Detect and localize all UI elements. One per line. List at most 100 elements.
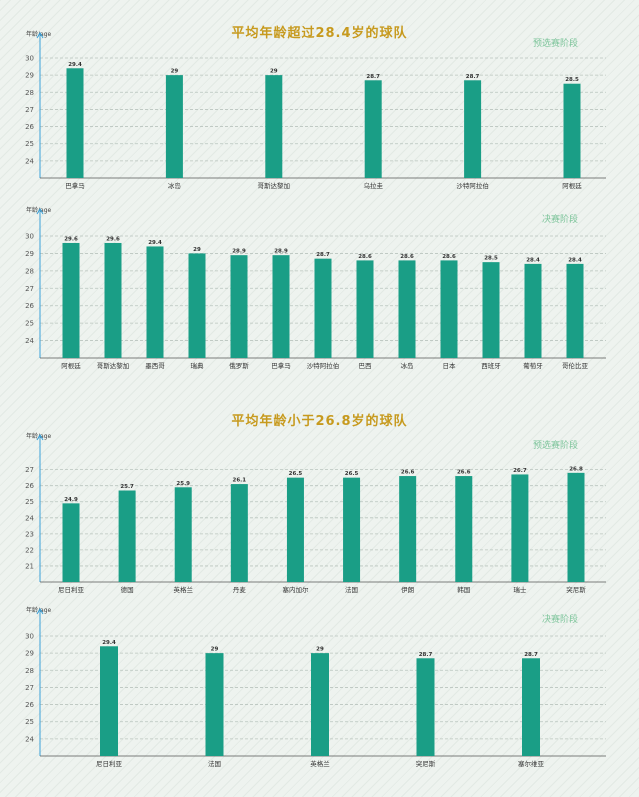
y-tick-label: 30 — [25, 633, 34, 641]
chart-under-final: 年龄/age 决赛阶段 24 25 26 27 28 29 30 29.4 尼日利亚 29 法国 29 英格… — [0, 606, 639, 784]
x-tick-label: 法国 — [345, 585, 358, 594]
y-tick-label: 30 — [25, 55, 34, 63]
x-tick-label: 西班牙 — [481, 361, 501, 370]
bar — [272, 255, 290, 358]
x-tick-label: 哥斯达黎加 — [97, 361, 130, 370]
x-tick-label: 瑞士 — [513, 585, 527, 594]
stage-label: 决赛阶段 — [542, 213, 578, 225]
y-axis-arrow — [36, 208, 44, 215]
y-tick-label: 30 — [25, 233, 34, 241]
y-tick-label: 24 — [25, 337, 34, 345]
x-tick-label: 尼日利亚 — [58, 585, 85, 594]
y-axis-arrow — [36, 608, 44, 615]
x-tick-label: 法国 — [208, 759, 221, 768]
x-tick-label: 尼日利亚 — [96, 759, 123, 768]
x-tick-label: 巴拿马 — [65, 181, 85, 190]
y-tick-label: 22 — [25, 546, 34, 554]
y-tick-label: 25 — [25, 498, 34, 506]
data-label: 28.9 — [274, 249, 288, 255]
y-tick-label: 25 — [25, 320, 34, 328]
x-tick-label: 突尼斯 — [566, 585, 586, 594]
data-label: 28.7 — [419, 652, 433, 658]
bar — [188, 253, 206, 358]
x-tick-label: 塞尔维亚 — [518, 759, 545, 768]
x-tick-label: 巴拿马 — [271, 361, 291, 370]
bar — [100, 646, 118, 756]
bar — [455, 476, 473, 582]
data-label: 29 — [316, 647, 324, 653]
x-tick-label: 德国 — [121, 585, 134, 594]
data-label: 28.4 — [568, 257, 582, 263]
data-label: 26.5 — [345, 471, 359, 477]
bar — [398, 260, 416, 358]
bar — [265, 75, 283, 178]
y-tick-label: 27 — [25, 285, 34, 293]
x-tick-label: 突尼斯 — [416, 759, 436, 768]
bar — [230, 484, 248, 582]
y-tick-label: 28 — [25, 667, 34, 675]
bar — [563, 83, 581, 178]
data-label: 26.6 — [457, 470, 471, 476]
data-label: 28.9 — [232, 249, 246, 255]
x-tick-label: 墨西哥 — [145, 362, 165, 370]
y-tick-label: 29 — [25, 650, 34, 658]
y-axis-title: 年龄/age — [26, 432, 52, 440]
section-title-over: 平均年龄超过28.4岁的球队 — [231, 26, 408, 41]
x-tick-label: 韩国 — [457, 585, 470, 594]
bar — [174, 487, 192, 582]
data-label: 26.6 — [401, 470, 415, 476]
bar — [66, 68, 84, 178]
x-tick-label: 沙特阿拉伯 — [456, 181, 489, 190]
bar — [511, 474, 529, 582]
x-tick-label: 哥伦比亚 — [562, 361, 589, 370]
y-tick-label: 24 — [25, 514, 34, 522]
x-tick-label: 阿根廷 — [61, 361, 81, 370]
x-tick-label: 巴西 — [359, 362, 373, 370]
bar — [399, 476, 417, 582]
bar — [566, 263, 584, 358]
x-tick-label: 葡萄牙 — [523, 361, 543, 370]
x-tick-label: 丹麦 — [233, 585, 247, 594]
data-label: 28.7 — [316, 252, 330, 258]
y-tick-label: 21 — [25, 562, 34, 570]
chart-svg: 年龄/age 决赛阶段 24 25 26 27 28 29 30 29.4 尼日利亚 29 法国 29 英格… — [25, 606, 606, 768]
y-tick-label: 29 — [25, 72, 34, 80]
y-tick-label: 24 — [25, 735, 34, 743]
y-tick-label: 29 — [25, 250, 34, 258]
stage-label: 决赛阶段 — [542, 613, 578, 625]
y-tick-label: 27 — [25, 684, 34, 692]
data-label: 28.6 — [400, 254, 414, 260]
x-tick-label: 塞内加尔 — [282, 585, 309, 594]
chart-svg: 年龄/age 决赛阶段 24 25 26 27 28 29 30 29.6 阿根廷 29.6 哥斯达黎加… — [25, 206, 606, 370]
bar — [524, 263, 542, 358]
bar — [440, 260, 458, 358]
x-tick-label: 哥斯达黎加 — [258, 181, 291, 190]
y-tick-label: 26 — [25, 701, 34, 709]
bar — [522, 658, 540, 756]
stage-label: 预选赛阶段 — [533, 37, 578, 49]
bar — [416, 658, 435, 756]
y-axis-arrow — [36, 32, 44, 39]
data-label: 29.4 — [68, 62, 82, 68]
bar — [62, 503, 80, 582]
data-label: 28.7 — [524, 652, 538, 658]
chart-under-qualifier: 年龄/age 预选赛阶段 21 22 23 24 25 26 27 24.9 尼日利亚 25.7 德国 2… — [0, 432, 639, 597]
data-label: 29.6 — [64, 236, 78, 242]
y-axis-arrow — [36, 434, 44, 441]
y-tick-label: 28 — [25, 267, 34, 275]
bar — [118, 490, 136, 582]
data-label: 28.6 — [358, 254, 372, 260]
x-tick-label: 冰岛 — [168, 181, 181, 190]
data-label: 28.5 — [565, 77, 579, 83]
data-label: 29.4 — [148, 240, 162, 246]
data-label: 29 — [193, 247, 201, 253]
x-tick-label: 瑞典 — [191, 361, 205, 370]
bar — [343, 477, 361, 582]
data-label: 28.6 — [442, 254, 456, 260]
bar — [104, 242, 122, 358]
data-label: 26.8 — [569, 466, 583, 472]
y-tick-label: 27 — [25, 466, 34, 474]
y-tick-label: 27 — [25, 106, 34, 114]
bar — [230, 255, 248, 358]
chart-svg: 年龄/age 预选赛阶段 24 25 26 27 28 29 30 29.4 巴拿马 29 冰岛 29 哥斯… — [25, 30, 606, 190]
